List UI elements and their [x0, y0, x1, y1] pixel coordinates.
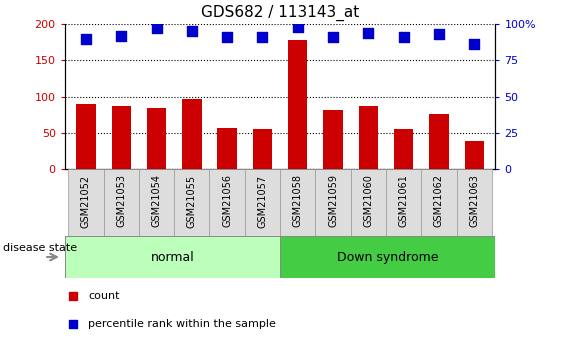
Bar	[386, 169, 421, 236]
Point	[69, 321, 78, 326]
Bar	[280, 236, 495, 278]
Bar	[209, 169, 245, 236]
Point	[69, 293, 78, 298]
Text: percentile rank within the sample: percentile rank within the sample	[88, 319, 276, 329]
Text: GSM21062: GSM21062	[434, 175, 444, 227]
Point	[222, 34, 231, 40]
Bar	[429, 114, 449, 169]
Bar	[104, 169, 139, 236]
Point	[364, 30, 373, 36]
Bar	[182, 99, 202, 169]
Bar	[111, 106, 131, 169]
Bar	[457, 169, 492, 236]
Bar	[68, 169, 104, 236]
Point	[187, 29, 196, 34]
Text: GSM21053: GSM21053	[116, 175, 126, 227]
Bar	[359, 106, 378, 169]
Text: count: count	[88, 290, 120, 300]
Text: GSM21063: GSM21063	[469, 175, 479, 227]
Bar	[280, 169, 315, 236]
Point	[293, 24, 302, 30]
Point	[399, 34, 408, 40]
Point	[82, 36, 91, 41]
Bar	[421, 169, 457, 236]
Bar	[394, 129, 413, 169]
Bar	[288, 40, 307, 169]
Bar	[217, 128, 237, 169]
Text: GSM21057: GSM21057	[257, 175, 267, 228]
Text: GSM21058: GSM21058	[293, 175, 303, 227]
Text: GSM21061: GSM21061	[399, 175, 409, 227]
Bar	[351, 169, 386, 236]
Bar	[76, 104, 96, 169]
Text: disease state: disease state	[3, 244, 77, 253]
Text: GSM21052: GSM21052	[81, 175, 91, 228]
Text: GSM21060: GSM21060	[363, 175, 373, 227]
Point	[152, 26, 161, 31]
Point	[117, 33, 126, 39]
Point	[435, 31, 444, 37]
Bar	[464, 141, 484, 169]
Text: GSM21059: GSM21059	[328, 175, 338, 227]
Text: normal: normal	[150, 250, 194, 264]
Bar	[139, 169, 174, 236]
Bar	[147, 108, 166, 169]
Bar	[315, 169, 351, 236]
Bar	[245, 169, 280, 236]
Text: GSM21056: GSM21056	[222, 175, 232, 227]
Title: GDS682 / 113143_at: GDS682 / 113143_at	[201, 5, 359, 21]
Text: Down syndrome: Down syndrome	[337, 250, 439, 264]
Text: GSM21055: GSM21055	[187, 175, 197, 228]
Bar	[253, 129, 272, 169]
Point	[329, 34, 338, 40]
Bar	[174, 169, 209, 236]
Point	[258, 34, 267, 40]
Text: GSM21054: GSM21054	[151, 175, 162, 227]
Bar	[65, 236, 280, 278]
Bar	[323, 110, 343, 169]
Point	[470, 42, 479, 47]
